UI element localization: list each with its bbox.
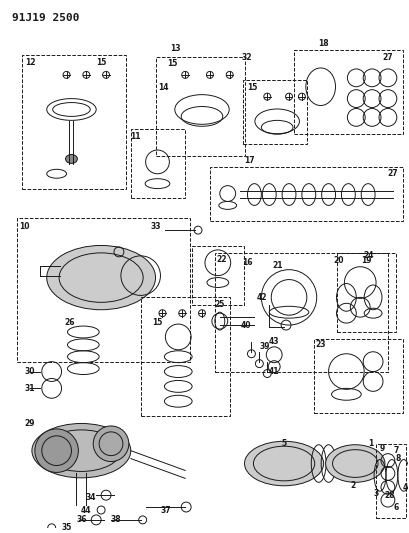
- Text: 1: 1: [368, 439, 373, 448]
- Text: 9: 9: [378, 444, 384, 453]
- Text: 16: 16: [242, 259, 252, 267]
- Ellipse shape: [47, 246, 155, 310]
- Text: 36: 36: [76, 515, 86, 524]
- Text: 28: 28: [384, 491, 394, 499]
- Text: 8: 8: [394, 454, 400, 463]
- Ellipse shape: [244, 441, 323, 486]
- Text: 42: 42: [256, 293, 267, 302]
- Text: 20: 20: [333, 256, 343, 265]
- Text: 27: 27: [382, 53, 392, 62]
- Text: 15: 15: [167, 60, 177, 68]
- Bar: [336, 253, 395, 332]
- Text: 2: 2: [350, 481, 355, 490]
- Bar: [313, 339, 402, 413]
- Text: 6: 6: [392, 503, 398, 512]
- Text: 29: 29: [25, 419, 35, 429]
- Text: 11: 11: [130, 132, 141, 141]
- Bar: [293, 50, 402, 134]
- Text: 43: 43: [268, 337, 279, 346]
- Ellipse shape: [65, 155, 77, 164]
- Text: 25: 25: [214, 300, 225, 309]
- Bar: [214, 253, 387, 372]
- Bar: [17, 219, 190, 362]
- Text: 33: 33: [150, 222, 160, 231]
- Text: 21: 21: [271, 261, 282, 270]
- Bar: [140, 297, 229, 416]
- Text: 12: 12: [25, 58, 35, 67]
- Text: 38: 38: [110, 515, 121, 524]
- Text: 32: 32: [240, 53, 251, 62]
- Text: 23: 23: [315, 341, 325, 349]
- Ellipse shape: [325, 445, 384, 482]
- Text: 40: 40: [240, 320, 250, 329]
- Bar: [375, 444, 405, 518]
- Text: 5: 5: [281, 439, 286, 448]
- Text: 34: 34: [86, 492, 96, 502]
- Text: 18: 18: [317, 39, 328, 48]
- Text: 44: 44: [81, 505, 91, 514]
- Circle shape: [35, 429, 78, 472]
- Text: 3: 3: [373, 489, 378, 498]
- Circle shape: [93, 426, 128, 462]
- Text: 13: 13: [170, 44, 180, 53]
- Text: 39: 39: [258, 342, 269, 351]
- Text: 91J19 2500: 91J19 2500: [12, 13, 79, 23]
- Bar: [155, 57, 244, 156]
- Text: 15: 15: [247, 83, 257, 92]
- Bar: [209, 167, 402, 221]
- Text: 4: 4: [402, 483, 407, 492]
- Text: 24: 24: [362, 252, 373, 260]
- Text: 37: 37: [160, 505, 170, 514]
- Text: 27: 27: [387, 169, 397, 178]
- Text: 15: 15: [96, 58, 106, 67]
- Text: 14: 14: [158, 83, 168, 92]
- Text: 35: 35: [61, 523, 72, 532]
- Text: 15: 15: [152, 318, 162, 327]
- Text: 17: 17: [244, 156, 254, 165]
- Text: 41: 41: [268, 367, 279, 376]
- Bar: [242, 80, 306, 144]
- Bar: [130, 130, 185, 198]
- Text: 22: 22: [216, 255, 227, 264]
- Bar: [22, 55, 126, 189]
- Text: 30: 30: [25, 367, 35, 376]
- Text: 31: 31: [25, 384, 35, 393]
- Text: 19: 19: [360, 256, 371, 265]
- Bar: [192, 246, 243, 305]
- Text: 26: 26: [64, 318, 74, 327]
- Text: 7: 7: [392, 446, 398, 455]
- Text: 10: 10: [19, 222, 29, 231]
- Ellipse shape: [32, 424, 130, 478]
